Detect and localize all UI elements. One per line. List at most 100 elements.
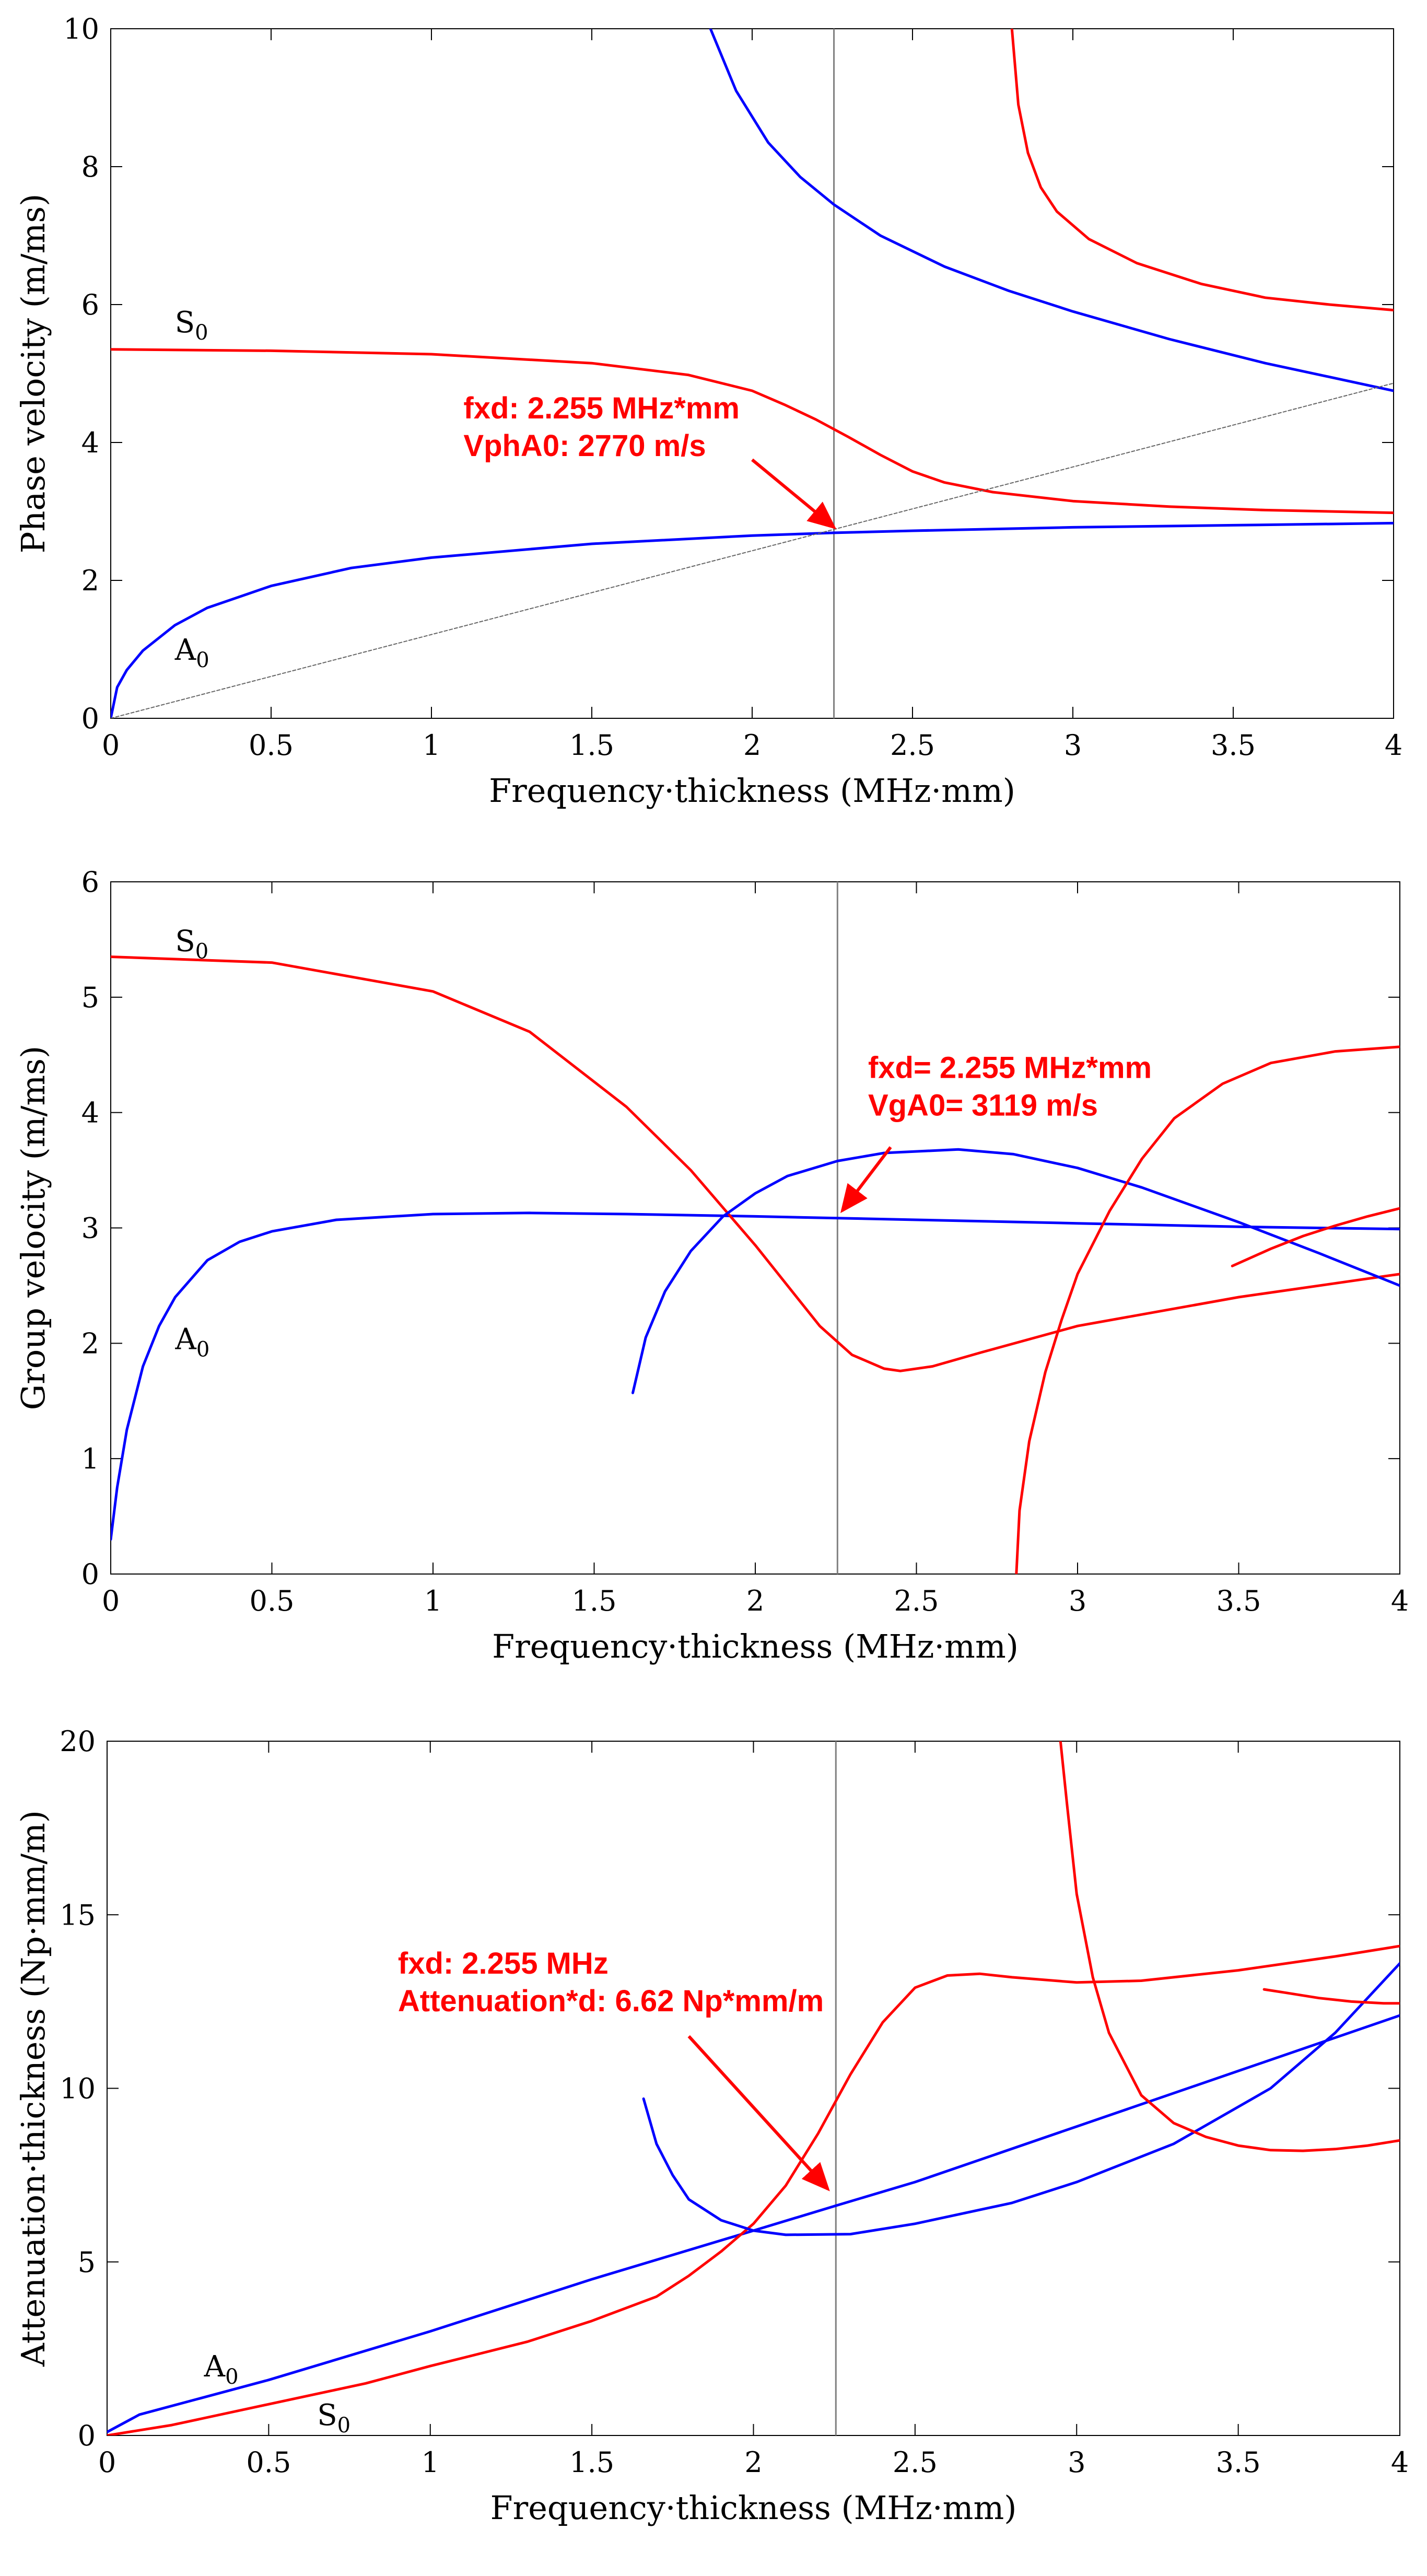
- mode-label-a0: A0: [174, 633, 209, 672]
- series-s1-line: [1059, 1741, 1400, 2152]
- annotation-line-1: fxd= 2.255 MHz*mm: [868, 1051, 1152, 1085]
- x-tick-label: 3: [1068, 2446, 1085, 2479]
- x-tick-label: 1.5: [569, 2446, 614, 2479]
- x-tick-label: 4: [1391, 2446, 1409, 2479]
- annotation-line-2: VphA0: 2770 m/s: [463, 429, 706, 463]
- x-tick-label: 2.5: [890, 729, 935, 762]
- annotation-line-2: Attenuation*d: 6.62 Np*mm/m: [398, 1984, 824, 2018]
- mode-label-base: S: [175, 306, 195, 340]
- x-tick-label: 3.5: [1217, 1584, 1261, 1617]
- x-axis-label: Frequency·thickness (MHz·mm): [490, 2489, 1017, 2527]
- y-tick-label: 0: [81, 1558, 99, 1591]
- x-tick-label: 4: [1385, 729, 1402, 762]
- x-tick-label: 1: [422, 2446, 439, 2479]
- mode-label-s0: S0: [175, 306, 208, 345]
- chart-panel-3: 0 0.5 1 1.5 2 2.5 3 3.5 4 0 5 10 15 20 Frequency·thick…: [14, 1725, 1409, 2527]
- y-tick-label: 15: [60, 1898, 96, 1931]
- mode-label-subscript: 0: [225, 2365, 238, 2389]
- x-tick-label: 3.5: [1216, 2446, 1261, 2479]
- annotation-line-1: fxd: 2.255 MHz*mm: [463, 391, 740, 425]
- mode-label-base: A: [174, 633, 196, 667]
- x-tick-label: 1.5: [572, 1584, 617, 1617]
- mode-label-subscript: 0: [196, 1337, 209, 1361]
- series-s2-line: [1262, 1988, 1400, 2005]
- y-tick-label: 10: [63, 13, 99, 45]
- chart-panel-1: 0 0.5 1 1.5 2 2.5 3 3.5 4 0 2 4 6 8 10 Frequency·thickn…: [14, 13, 1402, 810]
- mode-label-base: A: [204, 2350, 226, 2384]
- x-tick-label: 1: [423, 729, 440, 762]
- x-tick-label: 0.5: [250, 1584, 295, 1617]
- x-tick-label: 0.5: [246, 2446, 291, 2479]
- x-axis-label: Frequency·thickness (MHz·mm): [492, 1627, 1019, 1665]
- series-guide-line: [111, 382, 1394, 718]
- y-tick-label: 6: [81, 866, 99, 899]
- y-tick-label: 6: [81, 288, 99, 321]
- series-a1-line: [631, 1148, 1400, 1394]
- y-tick-label: 10: [60, 2072, 96, 2105]
- y-tick-label: 20: [60, 1725, 96, 1758]
- x-tick-label: 0: [102, 729, 120, 762]
- y-tick-label: 0: [81, 702, 99, 735]
- series-s2-line: [1231, 1207, 1400, 1267]
- mode-label-a0: A0: [174, 1322, 209, 1361]
- series-a1-line: [642, 1962, 1400, 2236]
- x-tick-label: 0.5: [249, 729, 294, 762]
- annotation-arrow: [840, 1146, 892, 1214]
- y-tick-label: 4: [81, 1097, 99, 1129]
- x-axis-label: Frequency·thickness (MHz·mm): [489, 772, 1015, 810]
- series-a0-line: [111, 1211, 1400, 1541]
- x-tick-label: 1.5: [569, 729, 614, 762]
- mode-label-subscript: 0: [195, 940, 208, 964]
- annotation-line-2: VgA0= 3119 m/s: [868, 1088, 1098, 1122]
- mode-label-subscript: 0: [196, 648, 209, 672]
- y-axis-label: Phase velocity (m/ms): [14, 194, 52, 554]
- plot-frame: [107, 1741, 1400, 2436]
- plot-frame: [110, 28, 1394, 719]
- y-axis-label: Group velocity (m/ms): [14, 1046, 52, 1411]
- x-tick-label: 2: [743, 729, 761, 762]
- mode-label-subscript: 0: [337, 2414, 350, 2438]
- x-tick-label: 3: [1064, 729, 1082, 762]
- y-tick-label: 1: [81, 1442, 99, 1475]
- x-tick-label: 4: [1391, 1584, 1409, 1617]
- mode-label-base: S: [317, 2398, 337, 2432]
- y-tick-label: 5: [81, 981, 99, 1014]
- y-tick-label: 0: [78, 2419, 96, 2452]
- series-a1-line: [709, 29, 1394, 392]
- chart-panel-2: 0 0.5 1 1.5 2 2.5 3 3.5 4 0 1 2 3 4 5 6 Frequency·thickn…: [14, 866, 1409, 1665]
- x-tick-label: 2.5: [893, 2446, 938, 2479]
- x-tick-label: 1: [424, 1584, 442, 1617]
- y-tick-label: 4: [81, 426, 99, 459]
- plot-area: [111, 29, 1394, 718]
- x-tick-label: 2: [746, 1584, 764, 1617]
- plot-frame: [110, 881, 1400, 1575]
- series-s1-line: [1010, 29, 1394, 312]
- x-tick-label: 0: [98, 2446, 116, 2479]
- annotation-arrow: [687, 2035, 830, 2192]
- y-tick-label: 3: [81, 1212, 99, 1245]
- plot-area: [111, 882, 1400, 1574]
- mode-label-a0: A0: [204, 2350, 239, 2389]
- mode-label-base: A: [174, 1322, 196, 1356]
- series-s0-line: [111, 955, 1400, 1372]
- series-a0-line: [111, 521, 1394, 718]
- mode-label-base: S: [175, 925, 195, 959]
- x-tick-label: 3: [1069, 1584, 1086, 1617]
- y-tick-label: 2: [81, 1327, 99, 1360]
- mode-label-s0: S0: [175, 925, 208, 964]
- y-axis-label: Attenuation·thickness (Np·mm/m): [14, 1810, 52, 2367]
- y-tick-label: 5: [78, 2246, 96, 2279]
- annotation-line-1: fxd: 2.255 MHz: [398, 1946, 609, 1980]
- mode-label-s0: S0: [317, 2398, 350, 2438]
- x-tick-label: 3.5: [1211, 729, 1256, 762]
- x-tick-label: 0: [102, 1584, 120, 1617]
- series-s1-line: [1015, 1045, 1400, 1574]
- mode-label-subscript: 0: [195, 321, 208, 345]
- x-tick-label: 2: [744, 2446, 762, 2479]
- x-tick-label: 2.5: [894, 1584, 939, 1617]
- y-tick-label: 8: [81, 150, 99, 183]
- y-tick-label: 2: [81, 564, 99, 597]
- annotation-arrow: [751, 458, 837, 530]
- series-s0-line: [111, 348, 1394, 515]
